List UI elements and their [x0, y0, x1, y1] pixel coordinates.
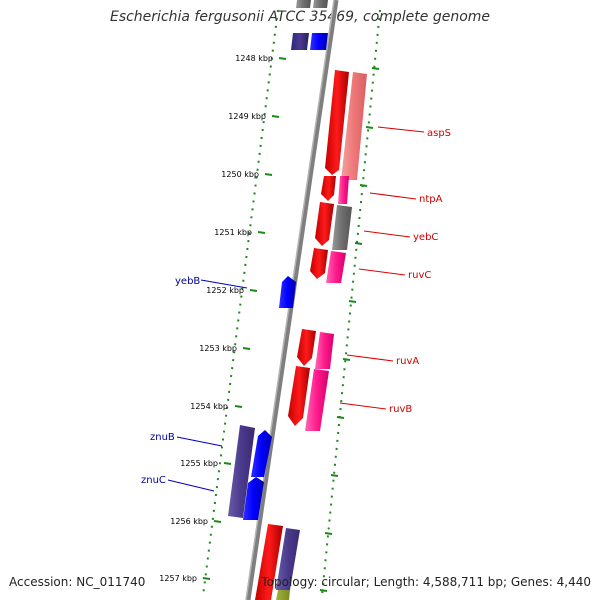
gene-label-ruvB: ruvB	[389, 404, 412, 415]
gene-ruvA-arrow	[297, 329, 316, 366]
outer-tick-1	[371, 67, 380, 70]
gene-label-ruvC: ruvC	[408, 270, 431, 281]
scale-ticks: 1248 kbp 1249 kbp 1250 kbp 1251 kbp 1252…	[159, 54, 380, 592]
gene-label-ntpA: ntpA	[419, 194, 443, 205]
gene-bottom-red	[255, 524, 283, 600]
outer-tick-10	[319, 589, 328, 592]
gene-top-gray-2	[313, 0, 328, 8]
tick-mark-1251	[257, 231, 266, 234]
ruvC-leader	[358, 268, 406, 276]
gene-znuC-arrow	[243, 477, 264, 520]
gene-znuB-arrow	[251, 430, 272, 477]
tick-label-1254: 1254 kbp	[190, 402, 228, 411]
gene-aspS-salmon	[341, 72, 367, 180]
gene-label-aspS: aspS	[427, 128, 451, 139]
ruvB-leader	[339, 402, 387, 410]
tick-mark-1248	[278, 57, 287, 60]
tick-label-1251: 1251 kbp	[214, 228, 252, 237]
gene-top-navy	[291, 33, 309, 50]
gene-ruvC-pink	[326, 251, 346, 283]
gene-ruvB-pink	[305, 369, 329, 431]
tick-mark-1257	[202, 577, 211, 580]
znuB-leader	[176, 436, 223, 447]
gene-label-znuB: znuB	[150, 432, 175, 443]
tick-mark-1252	[249, 289, 258, 292]
tick-mark-1250	[264, 173, 273, 176]
gene-ntpA-pink	[338, 176, 349, 204]
tick-label-1252: 1252 kbp	[206, 286, 244, 295]
map-title: Escherichia fergusonii ATCC 35469, compl…	[109, 9, 491, 25]
gene-label-znuC: znuC	[141, 475, 166, 486]
tick-mark-1254	[234, 405, 243, 408]
gene-label-ruvA: ruvA	[396, 356, 419, 367]
znuC-leader	[167, 479, 215, 492]
tick-label-1257: 1257 kbp	[159, 574, 197, 583]
gene-aspS-arrow	[325, 70, 349, 175]
gene-znuB-purple	[228, 425, 255, 518]
tick-label-1256: 1256 kbp	[170, 517, 208, 526]
gene-top-gray	[296, 0, 311, 8]
tick-mark-1255	[223, 462, 232, 465]
accession-text: Accession: NC_011740	[9, 575, 146, 589]
gene-ruvC-arrow	[310, 248, 328, 279]
gene-bottom-purple	[276, 528, 300, 590]
tick-label-1253: 1253 kbp	[199, 344, 237, 353]
gene-yebC-arrow	[315, 202, 334, 246]
outer-tick-8	[330, 474, 339, 477]
tick-label-1250: 1250 kbp	[221, 170, 259, 179]
outer-tick-6	[342, 358, 351, 361]
gene-label-yebB: yebB	[175, 276, 200, 287]
gene-label-yebC: yebC	[413, 232, 438, 243]
tick-label-1255: 1255 kbp	[180, 459, 218, 468]
yebB-leader	[200, 279, 248, 289]
gene-yebC-gray	[332, 205, 352, 250]
gene-ruvB-arrow	[288, 366, 310, 426]
ntpA-leader	[369, 192, 417, 200]
aspS-leader	[377, 126, 425, 133]
outer-tick-9	[324, 532, 333, 535]
outer-tick-3	[359, 184, 368, 187]
gene-yebB-arrow	[279, 276, 296, 308]
outer-tick-5	[348, 300, 357, 303]
gene-bottom-olive	[276, 590, 290, 600]
tick-mark-1249	[271, 115, 280, 118]
ruvA-leader	[346, 354, 394, 362]
outer-tick-2	[365, 126, 374, 129]
yebC-leader	[363, 230, 411, 238]
tick-label-1248: 1248 kbp	[235, 54, 273, 63]
outer-tick-4	[354, 242, 363, 245]
gene-ruvA-pink	[315, 332, 334, 369]
gene-ntpA-arrow	[321, 176, 336, 201]
tick-mark-1253	[242, 347, 251, 350]
gene-top-blue	[310, 33, 328, 50]
tick-mark-1256	[213, 520, 222, 523]
topology-text: Topology: circular; Length: 4,588,711 bp…	[261, 575, 591, 589]
outer-tick-7	[336, 416, 345, 419]
tick-label-1249: 1249 kbp	[228, 112, 266, 121]
